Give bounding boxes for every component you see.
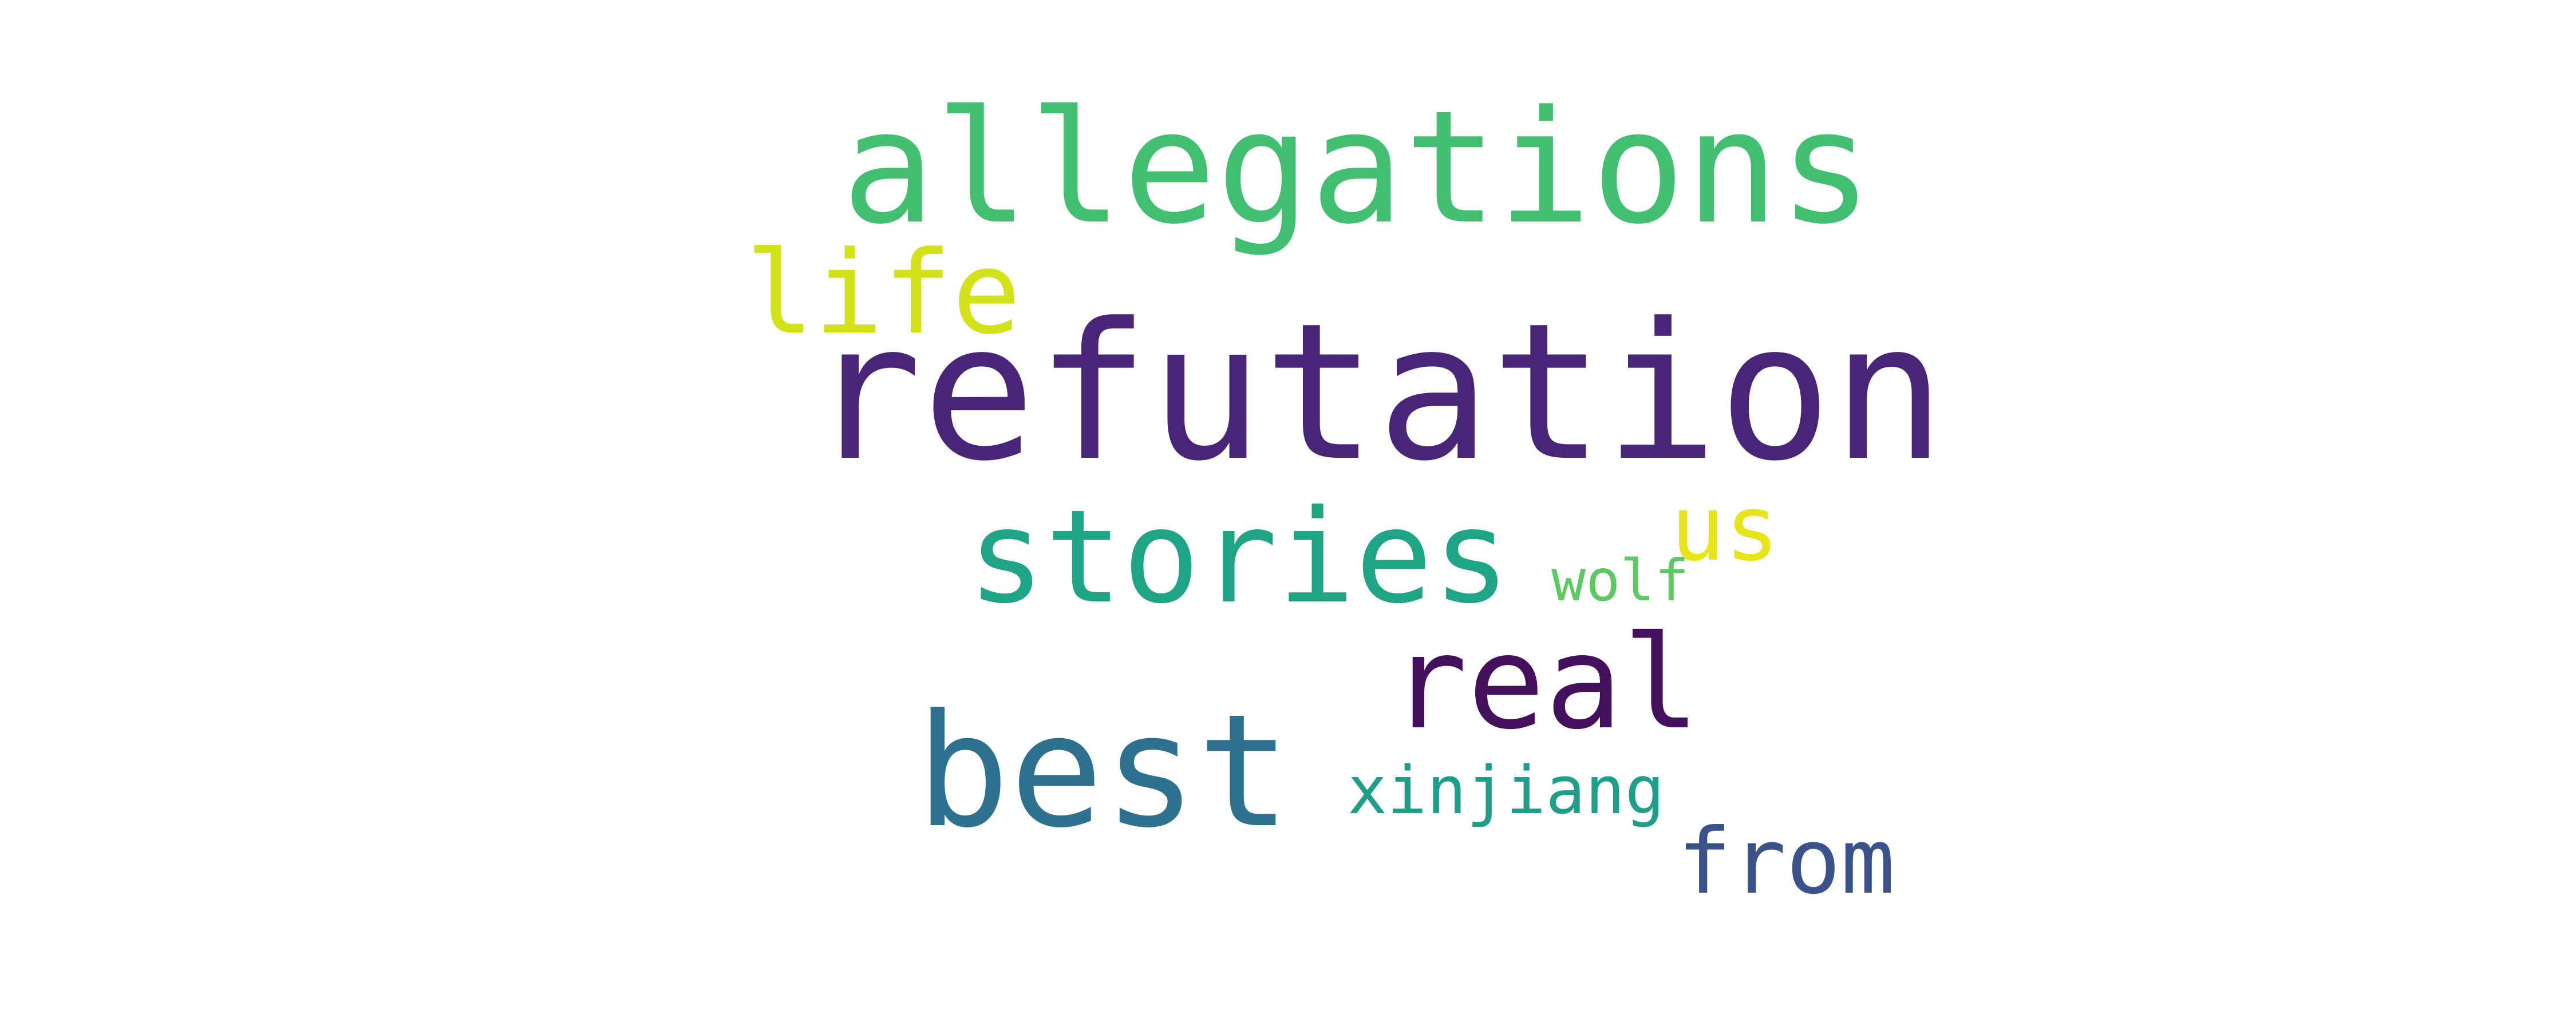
word-stories: stories <box>967 482 1511 632</box>
word-life: life <box>745 227 1021 360</box>
word-real: real <box>1390 608 1700 758</box>
word-us: us <box>1670 476 1780 581</box>
word-from: from <box>1677 809 1895 914</box>
word-wolf: wolf <box>1551 547 1689 614</box>
word-best: best <box>916 682 1291 862</box>
word-xinjiang: xinjiang <box>1348 752 1665 829</box>
word-refutation: refutation <box>808 283 1946 502</box>
word-allegations: allegations <box>841 78 1873 259</box>
